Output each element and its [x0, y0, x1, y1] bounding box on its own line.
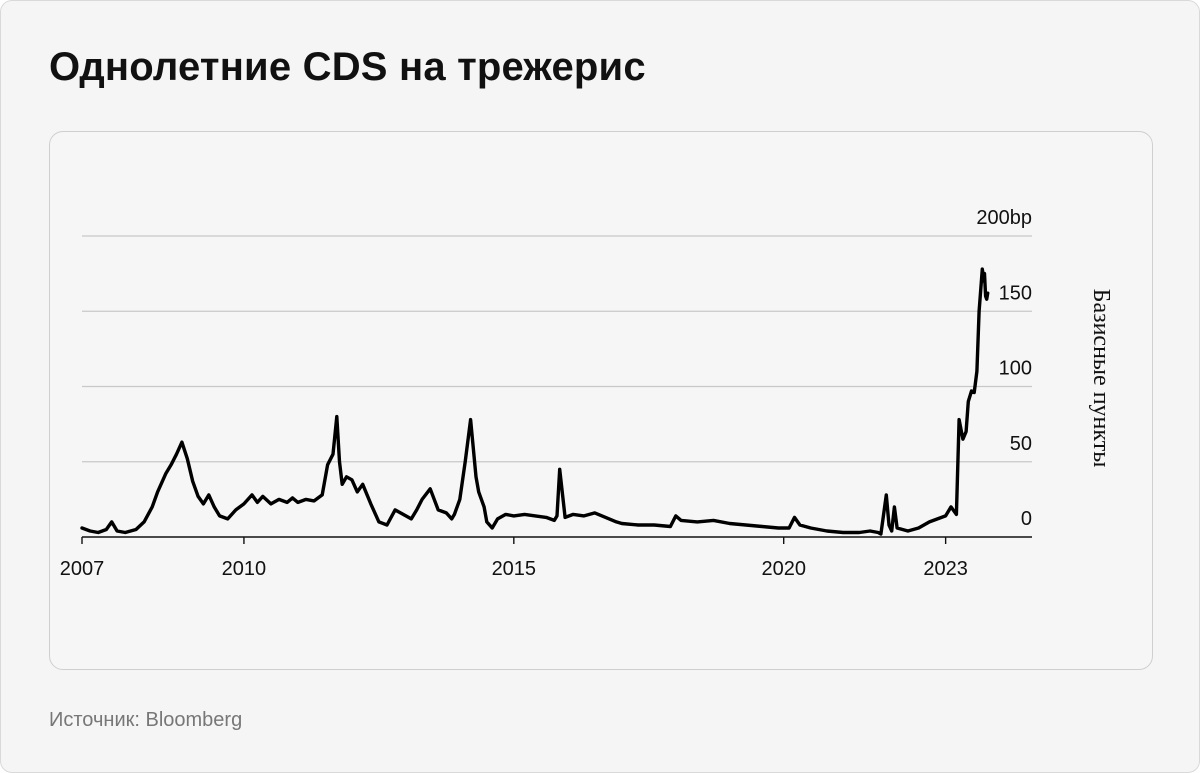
y-tick-label: 100 [999, 358, 1032, 380]
x-tick-label: 2015 [492, 558, 537, 580]
series-layer [80, 267, 990, 536]
y-axis-label: Базисные пункты [1088, 289, 1114, 468]
x-tick-label: 2007 [60, 558, 105, 580]
x-axis [81, 536, 1032, 544]
x-tick-labels: 2007 2010 2015 2020 2023 [60, 558, 968, 580]
line-chart: 0 50 100 150 200bp 2007 2010 2015 2020 2023 Бази… [60, 207, 1114, 580]
chart-card: 0 50 100 150 200bp 2007 2010 2015 2020 2023 Бази… [49, 131, 1153, 670]
y-tick-label: 200bp [976, 207, 1032, 229]
grid-lines [82, 235, 1032, 463]
x-tick-label: 2010 [222, 558, 267, 580]
y-tick-label: 0 [1021, 508, 1032, 530]
y-tick-labels: 0 50 100 150 200bp [976, 207, 1032, 530]
series-line [80, 267, 990, 536]
source-note: Источник: Bloomberg [49, 709, 243, 731]
x-tick-label: 2020 [761, 558, 806, 580]
y-tick-label: 150 [999, 282, 1032, 304]
page-title: Однолетние CDS на трежерис [49, 45, 646, 89]
x-tick-label: 2023 [923, 558, 968, 580]
y-tick-label: 50 [1010, 433, 1032, 455]
